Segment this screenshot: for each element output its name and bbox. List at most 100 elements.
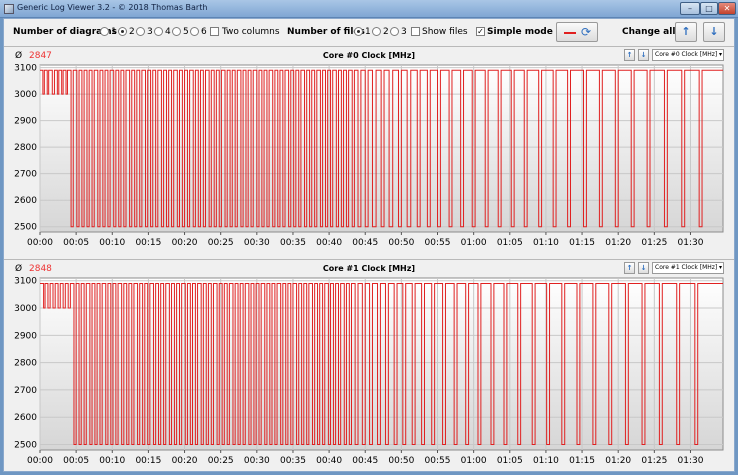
color-refresh-button[interactable]: ⟳ (556, 22, 598, 42)
diagrams-radio-2-label: 2 (129, 27, 135, 37)
x-tick-label: 01:05 (497, 238, 523, 248)
y-tick-label: 2900 (14, 117, 37, 127)
x-tick-label: 00:25 (208, 456, 234, 466)
title-bar: Generic Log Viewer 3.2 - © 2018 Thomas B… (0, 0, 738, 18)
diagrams-radio-5-label: 5 (183, 27, 189, 37)
x-tick-label: 00:50 (388, 238, 414, 248)
diagrams-radio-6[interactable] (190, 27, 199, 36)
y-tick-label: 2900 (14, 331, 37, 341)
x-tick-label: 00:20 (172, 238, 198, 248)
x-tick-label: 01:20 (605, 456, 631, 466)
diagram-title: Core #0 Clock [MHz] (322, 51, 416, 60)
diagrams-radio-1[interactable] (100, 27, 109, 36)
y-tick-label: 3100 (14, 277, 37, 287)
diagrams-radio-2[interactable] (118, 27, 127, 36)
diagram-panel-core1: Ø 2848 Core #1 Clock [MHz] ↑ ↓ Core #1 C… (4, 259, 734, 471)
x-tick-label: 01:00 (461, 238, 487, 248)
minimize-button[interactable]: – (680, 2, 700, 15)
x-tick-label: 00:55 (425, 238, 451, 248)
y-tick-label: 2700 (14, 386, 37, 396)
x-tick-label: 01:10 (533, 238, 559, 248)
x-tick-label: 00:05 (63, 456, 89, 466)
x-tick-label: 00:25 (208, 238, 234, 248)
x-tick-label: 00:10 (99, 456, 125, 466)
files-radio-1-label: 1 (365, 27, 371, 37)
two-columns-checkbox[interactable] (210, 27, 219, 36)
x-tick-label: 00:35 (280, 238, 306, 248)
clock-chart-core1: 2500 2600 2700 2800 2900 3000 3100 00:00 00:05 00… (14, 277, 724, 466)
y-tick-label: 2800 (14, 143, 37, 153)
x-tick-label: 00:30 (244, 456, 270, 466)
files-label: Number of files (287, 27, 365, 37)
window-title: Generic Log Viewer 3.2 - © 2018 Thomas B… (17, 3, 208, 12)
x-tick-label: 01:25 (641, 238, 667, 248)
chevron-down-icon: ▾ (718, 51, 722, 58)
clock-series-line (40, 69, 723, 228)
two-columns-label: Two columns (222, 27, 280, 37)
y-tick-label: 2500 (14, 223, 37, 233)
diagrams-radio-4[interactable] (154, 27, 163, 36)
files-radio-2[interactable] (372, 27, 381, 36)
x-tick-label: 00:50 (388, 456, 414, 466)
panel-up-button[interactable]: ↑ (624, 262, 635, 274)
close-button[interactable]: ✕ (718, 2, 736, 15)
x-tick-label: 01:15 (569, 456, 595, 466)
diagrams-radio-5[interactable] (172, 27, 181, 36)
arrow-down-icon: ↓ (709, 25, 719, 38)
clock-series-line (40, 282, 723, 446)
simple-mode-checkbox[interactable]: ✓ (476, 27, 485, 36)
average-symbol: Ø (15, 51, 23, 61)
x-tick-label: 00:00 (27, 456, 53, 466)
move-up-all-button[interactable]: ↑ (675, 22, 697, 42)
series-select[interactable]: Core #1 Clock [MHz] ▾ (652, 262, 724, 274)
x-tick-label: 01:20 (605, 238, 631, 248)
clock-chart-core0: 2500 2600 2700 2800 2900 3000 3100 00:00 00:05 00… (14, 64, 724, 248)
x-tick-label: 00:40 (316, 456, 342, 466)
diagrams-radio-4-label: 4 (165, 27, 171, 37)
show-files-checkbox[interactable] (411, 27, 420, 36)
files-radio-3[interactable] (390, 27, 399, 36)
x-tick-label: 01:30 (678, 456, 704, 466)
files-radio-2-label: 2 (383, 27, 389, 37)
y-tick-label: 2600 (14, 196, 37, 206)
diagrams-radio-3-label: 3 (147, 27, 153, 37)
show-files-label: Show files (422, 27, 468, 37)
line-color-swatch (564, 32, 576, 34)
x-tick-label: 00:45 (352, 456, 378, 466)
y-tick-label: 3000 (14, 304, 37, 314)
panel-up-button[interactable]: ↑ (624, 49, 635, 61)
x-tick-label: 00:05 (63, 238, 89, 248)
change-all-label: Change all (622, 27, 676, 37)
x-tick-label: 01:00 (461, 456, 487, 466)
move-down-all-button[interactable]: ↓ (703, 22, 725, 42)
refresh-icon: ⟳ (581, 25, 592, 39)
diagrams-radio-1-label: 1 (111, 27, 117, 37)
files-radio-1[interactable] (354, 27, 363, 36)
y-tick-label: 2600 (14, 413, 37, 423)
panel-down-button[interactable]: ↓ (638, 49, 649, 61)
y-tick-label: 3100 (14, 64, 37, 74)
series-select[interactable]: Core #0 Clock [MHz] ▾ (652, 49, 724, 61)
x-tick-label: 00:00 (27, 238, 53, 248)
app-icon (4, 4, 14, 14)
series-select-value: Core #1 Clock [MHz] (655, 264, 718, 271)
diagrams-radio-3[interactable] (136, 27, 145, 36)
chevron-down-icon: ▾ (718, 264, 722, 271)
x-tick-label: 00:10 (99, 238, 125, 248)
diagram-panel-core0: Ø 2847 Core #0 Clock [MHz] ↑ ↓ Core #0 C… (4, 46, 734, 253)
average-value: 2848 (29, 264, 52, 274)
x-tick-label: 01:25 (641, 456, 667, 466)
average-value: 2847 (29, 51, 52, 61)
x-tick-label: 00:15 (135, 238, 161, 248)
panel-down-button[interactable]: ↓ (638, 262, 649, 274)
x-tick-label: 00:30 (244, 238, 270, 248)
files-radio-3-label: 3 (401, 27, 407, 37)
y-tick-label: 3000 (14, 90, 37, 100)
x-tick-label: 00:20 (172, 456, 198, 466)
maximize-button[interactable]: □ (700, 2, 718, 15)
series-select-value: Core #0 Clock [MHz] (655, 51, 718, 58)
x-tick-label: 00:15 (135, 456, 161, 466)
simple-mode-label: Simple mode (487, 27, 553, 37)
x-tick-label: 00:45 (352, 238, 378, 248)
toolbar: Number of diagrams 1 2 3 4 5 6 Two colum… (4, 19, 734, 45)
